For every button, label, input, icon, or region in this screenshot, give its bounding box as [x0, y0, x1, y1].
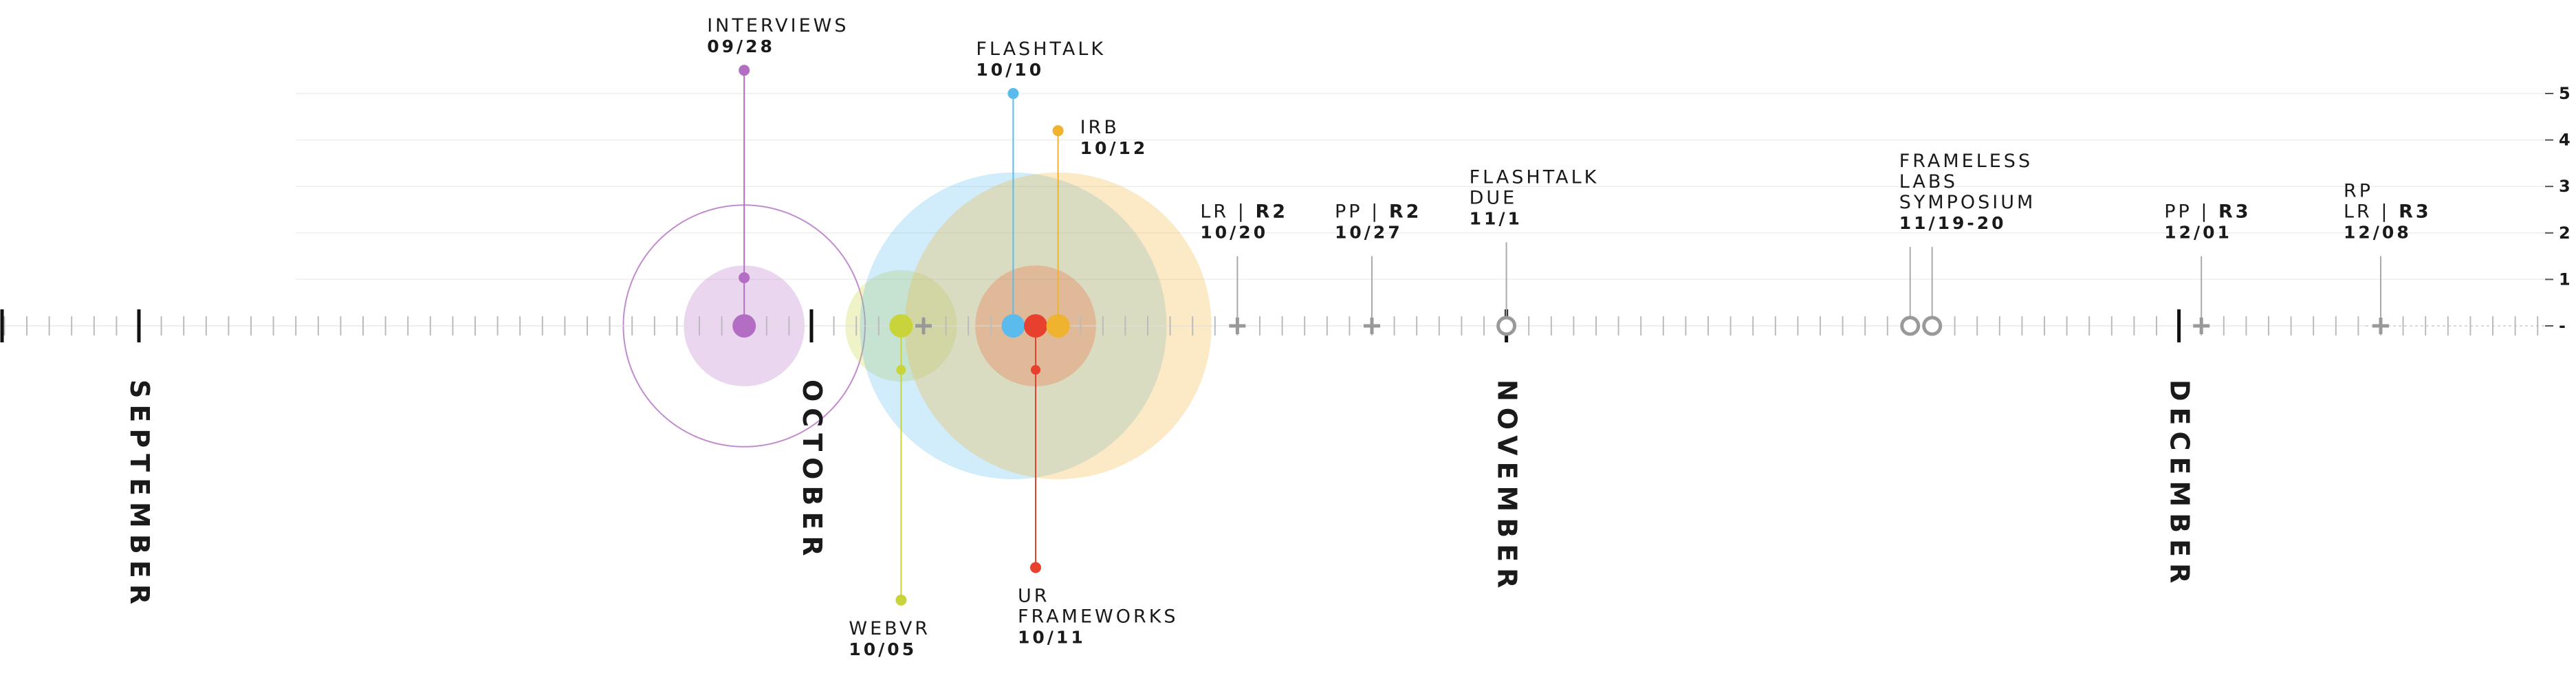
event-name-label: INTERVIEWS — [707, 15, 849, 36]
stem-head-dot — [1030, 562, 1041, 573]
month-label: OCTOBER — [797, 380, 827, 562]
event-name-label: IRB — [1080, 117, 1120, 138]
ring-marker — [1900, 316, 1921, 336]
event-dot — [1024, 314, 1047, 338]
event-dot — [1001, 314, 1025, 338]
event-round-label: R2 — [1255, 201, 1288, 223]
event-dot — [732, 314, 756, 338]
event-date-label: 10/10 — [976, 60, 1044, 80]
label-layer: INTERVIEWS09/28WEBVR10/05FLASHTALK10/10U… — [707, 15, 2432, 659]
stem-head-dot — [739, 65, 750, 76]
event-name-prefix: PP | — [1335, 201, 1389, 223]
event-name-label: RP — [2344, 181, 2373, 202]
event-name-label: PP | R2 — [1335, 201, 1421, 223]
event-dot — [1046, 314, 1070, 338]
event-name-label: FRAMEWORKS — [1018, 606, 1179, 628]
event-name-label: FRAMELESS — [1899, 151, 2033, 172]
event-dot — [889, 314, 913, 338]
stem-layer — [739, 65, 2381, 606]
event-round-label: R3 — [2399, 201, 2432, 223]
event-name-label: WEBVR — [849, 618, 930, 639]
month-label: DECEMBER — [2165, 380, 2195, 589]
y-tick-label: 3 — [2559, 177, 2570, 196]
stem-head-dot — [1007, 88, 1019, 99]
event-round-label: R2 — [1389, 201, 1422, 223]
event-name-label: SYMPOSIUM — [1899, 192, 2036, 213]
stem-head-dot — [895, 594, 907, 606]
event-date-label: 12/08 — [2344, 223, 2412, 243]
y-tick-label: 4 — [2559, 131, 2570, 150]
event-name-label: FLASHTALK — [1470, 166, 1600, 188]
event-date-label: 10/05 — [849, 639, 917, 659]
event-date-label: 10/27 — [1335, 223, 1403, 243]
event-name-label: UR — [1018, 586, 1050, 607]
month-label: NOVEMBER — [1492, 380, 1522, 594]
stem-joint-dot — [896, 365, 906, 375]
ring-marker — [1922, 316, 1943, 336]
ring-marker — [1496, 316, 1517, 336]
month-labels: SEPTEMBER OCTOBER NOVEMBER DECEMBER — [124, 380, 2195, 610]
event-name-prefix: PP | — [2164, 201, 2218, 223]
y-tick-label: 5 — [2559, 84, 2570, 103]
timeline-axis — [0, 309, 2539, 342]
event-name-label: FLASHTALK — [976, 38, 1106, 60]
y-axis-ticks: 5 4 3 2 1 - — [2545, 84, 2570, 336]
month-label: SEPTEMBER — [124, 380, 155, 610]
y-tick-label: 2 — [2559, 223, 2570, 243]
event-date-label: 11/1 — [1470, 208, 1522, 228]
event-date-label: 10/11 — [1018, 628, 1086, 648]
event-round-label: R3 — [2218, 201, 2251, 223]
stem-joint-dot — [1031, 365, 1040, 375]
grid-lines — [296, 93, 2544, 327]
event-name-label: PP | R3 — [2164, 201, 2251, 223]
event-name-prefix: LR | — [2344, 201, 2399, 223]
event-name-label: LR | R2 — [1200, 201, 1288, 223]
event-name-label: LR | R3 — [2344, 201, 2432, 223]
event-name-prefix: LR | — [1200, 201, 1255, 223]
stem-joint-dot — [739, 272, 750, 283]
stem-head-dot — [1052, 125, 1064, 137]
event-date-label: 09/28 — [707, 36, 775, 56]
event-date-label: 10/12 — [1080, 138, 1148, 158]
event-name-label: LABS — [1899, 171, 1958, 192]
event-name-label: DUE — [1470, 187, 1518, 208]
marker-layer — [732, 314, 2389, 338]
y-tick-label: - — [2559, 316, 2566, 336]
event-date-label: 11/19-20 — [1899, 213, 2007, 233]
event-date-label: 10/20 — [1200, 223, 1268, 243]
event-date-label: 12/01 — [2164, 223, 2232, 243]
y-tick-label: 1 — [2559, 270, 2570, 289]
